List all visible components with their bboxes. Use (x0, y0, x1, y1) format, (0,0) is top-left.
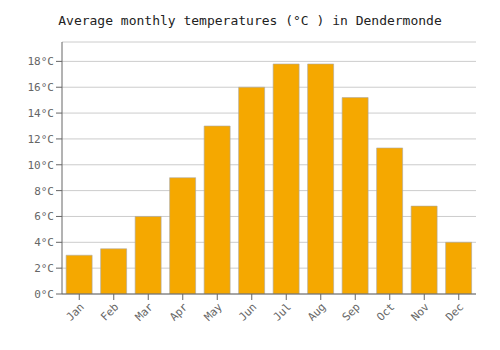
svg-text:May: May (202, 300, 226, 324)
svg-text:10°C: 10°C (28, 159, 55, 172)
svg-text:Nov: Nov (409, 300, 433, 324)
svg-text:12°C: 12°C (28, 133, 55, 146)
svg-text:8°C: 8°C (34, 185, 54, 198)
svg-text:18°C: 18°C (28, 55, 55, 68)
svg-text:4°C: 4°C (34, 236, 54, 249)
svg-text:Jul: Jul (271, 300, 294, 323)
html-text:Average monthly temperatures (: Average monthly temperatures (°C ) in De… (58, 13, 442, 28)
svg-text:16°C: 16°C (28, 81, 55, 94)
svg-text:Sep: Sep (340, 300, 363, 323)
svg-text:Jun: Jun (236, 300, 259, 323)
svg-text:Oct: Oct (374, 300, 397, 323)
svg-text:Aug: Aug (305, 300, 328, 323)
svg-text:6°C: 6°C (34, 210, 54, 223)
svg-text:Apr: Apr (167, 300, 191, 324)
svg-text:0°C: 0°C (34, 288, 54, 301)
svg-text:Dec: Dec (443, 300, 466, 323)
svg-text:14°C: 14°C (28, 107, 55, 120)
svg-text:Feb: Feb (98, 300, 121, 323)
svg-text:Jan: Jan (64, 300, 87, 323)
svg-text:2°C: 2°C (34, 262, 54, 275)
svg-text:Mar: Mar (133, 300, 157, 324)
